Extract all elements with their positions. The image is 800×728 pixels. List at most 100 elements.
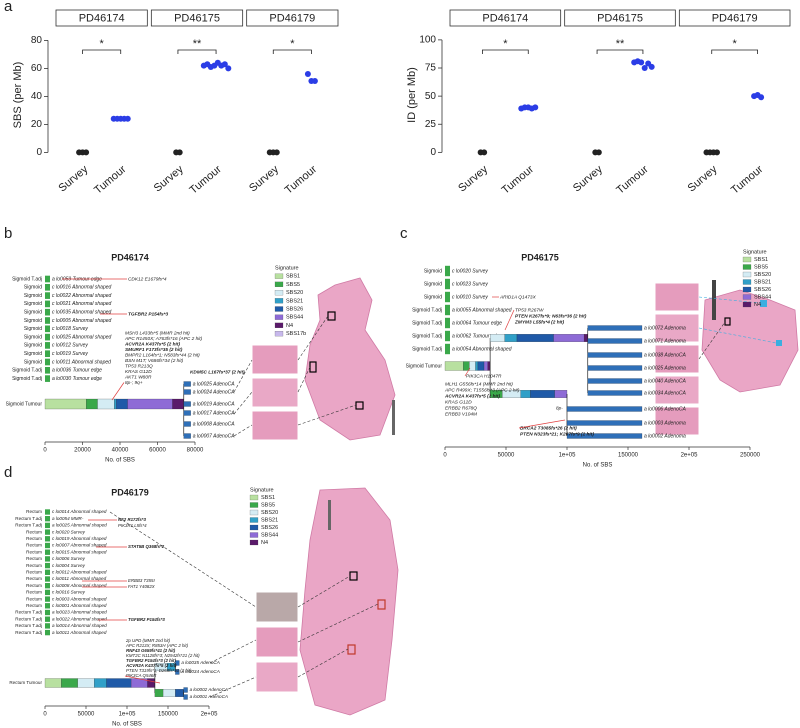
signature-segment [116, 398, 128, 410]
x-tick-label: 1e+05 [559, 453, 577, 459]
normal-branch [45, 275, 50, 283]
sample-label: c lo0023 Survey [452, 281, 488, 287]
normal-branch [45, 549, 50, 555]
sample-label: a lo0002 Adenoma [644, 433, 686, 439]
normal-branch [45, 596, 50, 602]
legend-label: SBS20 [261, 510, 278, 516]
normal-branch [445, 291, 450, 303]
significance-label: * [100, 38, 105, 50]
tumour-leaf-branch [587, 365, 643, 371]
tissue-label: Sigmoid [424, 281, 442, 287]
signature-segment [516, 334, 554, 342]
mutation-annotation: PTEN N323fs*21; K267fs*9 (2 hit) [520, 431, 594, 437]
tumour-leaf-branch [587, 325, 643, 331]
legend-swatch [742, 264, 752, 270]
normal-branch [45, 576, 50, 582]
tumour-leaf-branch [587, 390, 643, 396]
data-point [273, 149, 280, 156]
legend-label: SBS1 [261, 495, 275, 501]
normal-branch [45, 325, 50, 333]
legend-swatch [742, 271, 752, 278]
tissue-section [701, 289, 799, 393]
normal-branch [445, 304, 450, 316]
legend-label: N4 [286, 323, 293, 329]
normal-branch [45, 292, 50, 299]
signature-segment [175, 689, 184, 697]
normal-branch [45, 342, 50, 349]
region-box [760, 300, 767, 307]
legend-swatch [249, 494, 259, 501]
x-tick-label: Tumour [614, 163, 651, 197]
mutation-annotation: TGFBR2 P154fs*3 [128, 311, 168, 317]
normal-branch [45, 569, 50, 575]
normal-branch [45, 350, 50, 358]
sample-label: c lo0016 Abnormal shaped [52, 285, 112, 291]
tissue-label: Rectum [26, 529, 42, 534]
facet-label: PD46179 [269, 12, 315, 24]
legend-swatch [274, 290, 284, 296]
legend-swatch [742, 256, 752, 263]
x-tick-label: Survey [152, 163, 186, 195]
x-tick-label: Survey [571, 163, 605, 195]
significance-label: ** [193, 38, 202, 50]
normal-branch [45, 583, 50, 589]
connector [698, 321, 726, 360]
facet-label: PD46175 [597, 12, 643, 24]
signature-segment [483, 361, 488, 371]
normal-branch [45, 522, 50, 529]
mutation-annotation: PTEN T319fs*1; D268fs*30 (2 hit) [126, 668, 192, 673]
legend-swatch [274, 273, 284, 279]
sample-label: a lo0008 AdenoCA [193, 421, 235, 427]
connector [233, 391, 253, 415]
signature-segment [97, 398, 115, 410]
x-tick-label: 50000 [498, 453, 515, 459]
normal-branch [45, 542, 50, 549]
sample-label: c lo0011 Abnormal shaped [52, 576, 107, 581]
data-point [225, 65, 232, 72]
tumour-leaf-branch [183, 410, 191, 416]
facet-header [564, 9, 676, 27]
sample-label: a lo0022 Abnormal shaped [52, 616, 107, 621]
scale-bar [712, 280, 716, 320]
y-tick-label: 40 [31, 91, 43, 102]
facet-header [55, 9, 148, 27]
annotation-arrow [518, 419, 566, 429]
mutation-annotation: ACVR2A K437fs*5 (2 hit) [125, 663, 177, 668]
sample-label: c lo0035 Abnormal shaped [52, 310, 112, 316]
normal-branch [45, 616, 50, 622]
y-tick-label: 0 [430, 147, 436, 158]
mutation-annotation: PIK3R1 L5fs*4 [118, 523, 147, 528]
legend-label: SBS1 [286, 274, 300, 280]
significance-bracket [482, 49, 529, 54]
normal-branch [45, 366, 50, 374]
zoom-image [654, 406, 700, 436]
tumour-leaf-branch [183, 381, 191, 387]
histology [251, 277, 799, 716]
tumour-leaf-branch [175, 660, 180, 666]
tissue-label: Sigmoid [24, 359, 42, 365]
legend-swatch [249, 524, 259, 531]
legend-label: SBS5 [286, 282, 300, 288]
normal-branch [45, 562, 50, 569]
normal-branch [445, 343, 450, 355]
signature-segment [147, 678, 155, 688]
mutation-annotation: PTEN K267fs*9; N63fs*36 (2 hit) [515, 313, 587, 319]
tumour-leaf-branch [183, 421, 191, 427]
sample-label: c lo0004 Survey [52, 563, 86, 568]
legend-swatch [249, 517, 259, 523]
sample-label: c lo0006 Survey [52, 556, 86, 561]
sample-label: a lo0025 Abnormal shaped [52, 523, 107, 528]
facet-label: PD46174 [482, 12, 528, 24]
sample-label: a lo0040 AdenoCA [644, 378, 686, 384]
x-tick-label: Tumour [500, 163, 537, 197]
normal-branch [45, 317, 50, 324]
tissue-label: Rectum [26, 549, 42, 554]
sample-label: a lo0035 AdenoCA [181, 660, 219, 665]
mutation-annotation: ACVR2A K437fs*5 (2 hit) [124, 341, 180, 347]
sample-label: a lo0001 AdenoCA [190, 694, 228, 699]
legend-swatch [274, 331, 284, 337]
sample-label: a lo0062 Tumour edge [452, 333, 502, 339]
signature-segment [553, 334, 585, 342]
tissue-label: Sigmoid T.adj [412, 333, 442, 339]
